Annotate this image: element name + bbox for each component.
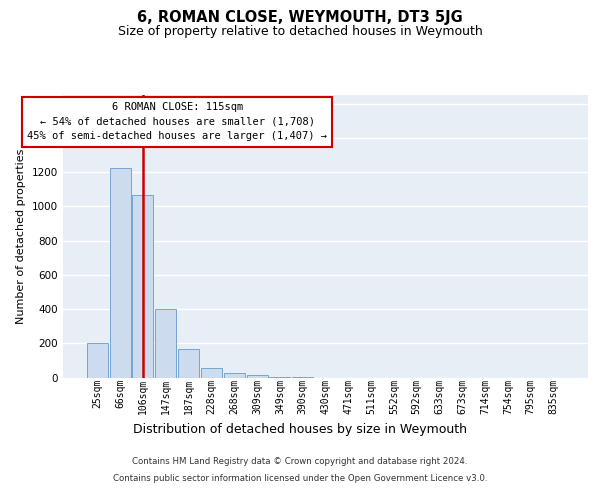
Bar <box>110 168 131 378</box>
Bar <box>247 375 268 378</box>
Bar <box>201 368 222 378</box>
Y-axis label: Number of detached properties: Number of detached properties <box>16 148 26 324</box>
Text: Distribution of detached houses by size in Weymouth: Distribution of detached houses by size … <box>133 422 467 436</box>
Bar <box>87 344 108 378</box>
Bar <box>133 195 154 378</box>
Bar <box>178 349 199 378</box>
Text: 6 ROMAN CLOSE: 115sqm
← 54% of detached houses are smaller (1,708)
45% of semi-d: 6 ROMAN CLOSE: 115sqm ← 54% of detached … <box>27 102 327 142</box>
Bar <box>155 309 176 378</box>
Text: Size of property relative to detached houses in Weymouth: Size of property relative to detached ho… <box>118 25 482 38</box>
Bar <box>224 373 245 378</box>
Text: Contains HM Land Registry data © Crown copyright and database right 2024.: Contains HM Land Registry data © Crown c… <box>132 458 468 466</box>
Text: Contains public sector information licensed under the Open Government Licence v3: Contains public sector information licen… <box>113 474 487 483</box>
Bar <box>269 376 290 378</box>
Text: 6, ROMAN CLOSE, WEYMOUTH, DT3 5JG: 6, ROMAN CLOSE, WEYMOUTH, DT3 5JG <box>137 10 463 25</box>
